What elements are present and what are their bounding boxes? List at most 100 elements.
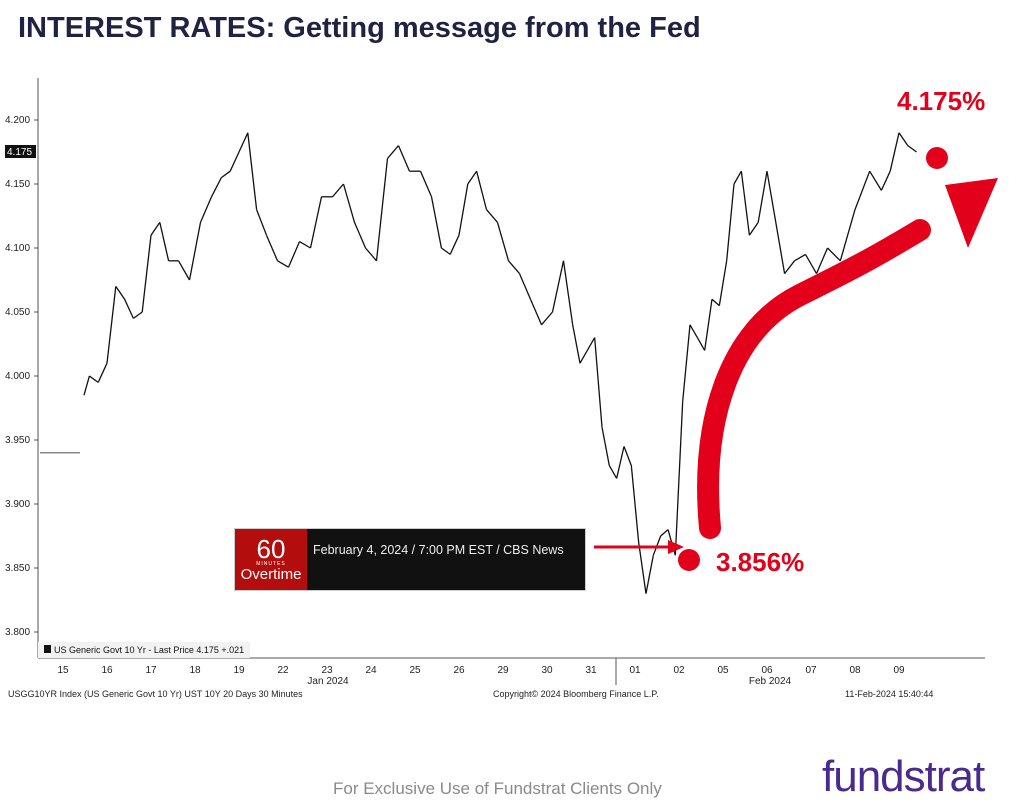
price-segment — [660, 529, 669, 537]
price-segment — [449, 234, 460, 255]
price-segment — [616, 446, 625, 479]
price-segment — [441, 247, 451, 255]
timestamp: 11-Feb-2024 15:40:44 — [845, 689, 934, 699]
y-tick-label: 4.050 — [5, 307, 30, 318]
x-tick-label: 29 — [497, 665, 509, 676]
price-segment — [387, 145, 399, 159]
price-segment — [827, 247, 841, 262]
price-segment — [115, 286, 126, 300]
price-segment — [106, 286, 117, 364]
price-segment — [83, 375, 91, 396]
price-segment — [579, 350, 588, 364]
price-segment — [397, 145, 411, 172]
y-tick-label: 3.850 — [5, 563, 30, 574]
price-segment — [682, 324, 691, 402]
price-segment — [601, 427, 610, 466]
y-tick-label: 3.800 — [5, 627, 30, 638]
price-segment — [141, 235, 152, 313]
copyright: Copyright© 2024 Bloomberg Finance L.P. — [493, 689, 659, 699]
y-tick-label: 4.200 — [5, 115, 30, 126]
price-segment — [541, 311, 553, 326]
x-tick-label: 02 — [673, 665, 685, 676]
exclusive-note: For Exclusive Use of Fundstrat Clients O… — [333, 779, 662, 798]
banner-text: February 4, 2024 / 7:00 PM EST / CBS New… — [313, 543, 564, 557]
price-segment — [794, 253, 806, 262]
price-segment — [689, 324, 698, 338]
price-segment — [277, 260, 289, 268]
price-segment — [299, 241, 311, 249]
high-point-marker — [926, 147, 948, 169]
price-segment — [496, 222, 510, 261]
price-segment — [467, 170, 478, 185]
legend-swatch — [44, 645, 51, 653]
price-segment — [630, 465, 640, 543]
price-segment — [150, 222, 161, 236]
x-tick-label: 26 — [453, 665, 465, 676]
price-segment — [740, 171, 751, 236]
low-point-marker — [678, 549, 700, 571]
trend-arrow-head — [945, 178, 998, 248]
price-segment — [486, 209, 498, 223]
price-segment — [247, 132, 258, 210]
price-segment — [869, 170, 882, 191]
x-tick-label: 23 — [321, 665, 333, 676]
price-segment — [419, 170, 433, 198]
y-tick-label: 4.100 — [5, 243, 30, 254]
price-segment — [309, 196, 323, 249]
price-segment — [124, 298, 134, 319]
price-segment — [518, 273, 532, 300]
month-label: Jan 2024 — [307, 676, 349, 687]
price-segment — [458, 183, 469, 236]
annotation-low: 3.856% — [716, 547, 805, 577]
price-segment — [199, 196, 213, 223]
price-segment — [529, 298, 543, 326]
x-tick-label: 06 — [761, 665, 773, 676]
last-price-tag — [5, 145, 36, 158]
price-segment — [733, 170, 742, 185]
price-segment — [704, 299, 713, 351]
price-segment — [711, 298, 720, 307]
price-segment — [353, 222, 367, 249]
x-tick-label: 18 — [189, 665, 201, 676]
price-segment — [907, 145, 917, 153]
last-price-tag-label: 4.175 — [7, 147, 32, 158]
price-segment — [898, 132, 909, 146]
logo-word: Overtime — [240, 566, 302, 583]
price-segment — [342, 183, 356, 223]
price-segment — [594, 337, 603, 428]
price-segment — [718, 260, 728, 306]
x-tick-label: 22 — [277, 665, 289, 676]
price-segment — [238, 132, 249, 153]
trend-arrow — [697, 219, 931, 539]
x-tick-label: 24 — [365, 665, 377, 676]
x-tick-label: 17 — [145, 665, 157, 676]
chart-legend: US Generic Govt 10 Yr - Last Price 4.175… — [38, 642, 251, 658]
x-tick-label: 07 — [805, 665, 817, 676]
price-segment — [674, 401, 684, 556]
price-segment — [638, 542, 647, 594]
price-segment — [97, 362, 108, 383]
x-tick-label: 30 — [541, 665, 553, 676]
logo-small: MINUTES — [256, 561, 286, 567]
price-segment — [430, 196, 443, 249]
news-banner: 60 MINUTES Overtime February 4, 2024 / 7… — [234, 528, 586, 591]
pointer-arrow-head — [668, 540, 684, 554]
price-segment — [880, 170, 891, 191]
x-tick-label: 05 — [717, 665, 729, 676]
price-segment — [159, 222, 170, 261]
price-segment — [784, 260, 796, 274]
index-footer: USGG10YR Index (US Generic Govt 10 Yr) U… — [8, 689, 303, 699]
price-segment — [508, 260, 520, 275]
price-segment — [854, 170, 871, 210]
x-tick-label: 09 — [893, 665, 905, 676]
price-segment — [766, 171, 777, 223]
page-title: INTEREST RATES: Getting message from the… — [18, 12, 701, 44]
price-segment — [551, 260, 565, 313]
y-tick-label: 4.000 — [5, 371, 30, 382]
price-segment — [757, 171, 768, 223]
price-segment — [265, 234, 279, 262]
price-segment — [188, 222, 202, 281]
logo-number: 60 — [256, 534, 286, 564]
price-segment — [365, 247, 377, 262]
